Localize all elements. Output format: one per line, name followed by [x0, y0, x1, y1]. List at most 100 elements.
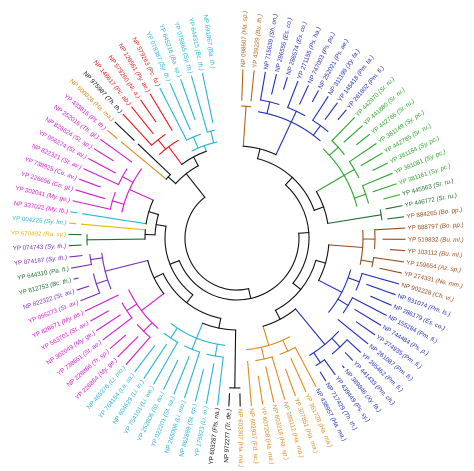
backbone-stem — [313, 206, 325, 212]
leaf-accession: YP 888797 — [408, 223, 441, 232]
leaf-branch — [331, 117, 356, 142]
backbone-stem — [292, 282, 302, 291]
leaf-branch — [100, 138, 133, 163]
subclade-stem — [157, 138, 167, 150]
leaf-branch — [351, 297, 387, 317]
leaf-accession: YP 274331 — [404, 270, 437, 284]
leaf-species: (Sy. th.) — [46, 254, 68, 263]
subclade-stem — [169, 327, 179, 339]
subclade-stem — [126, 303, 138, 312]
leaf-branch — [71, 263, 93, 269]
subclade-stem — [192, 136, 199, 149]
leaf-species: (Sy. th.) — [182, 52, 194, 74]
backbone-stem — [256, 148, 261, 160]
leaf-species: (Pm. ls.) — [427, 303, 451, 317]
leaf-species: (Sy. pc.) — [403, 109, 426, 127]
leaf-species: (Ha. sp.) — [278, 436, 290, 461]
leaf-species: (Li. mo.) — [173, 399, 187, 423]
leaf-species: (Co. av.) — [54, 167, 78, 182]
leaf-species: (Ha. sp.) — [241, 11, 249, 35]
leaf-branch — [346, 339, 362, 353]
leaf-branch — [114, 121, 135, 141]
leaf-branch — [80, 292, 101, 302]
leaf-branch — [73, 277, 79, 280]
backbone-stem — [155, 223, 167, 227]
backbone-stem — [234, 329, 237, 389]
leaf-branch — [75, 189, 106, 200]
leaf-species: (Ha. ma.) — [329, 416, 347, 442]
leaf-species: (St. ep.) — [186, 403, 198, 426]
subclade-stem — [111, 200, 125, 205]
leaf-label: YP 519832 (Bu. ml.) — [408, 236, 464, 243]
leaf-species: (Ha. ma.) — [237, 441, 244, 467]
subclade-stem — [95, 279, 109, 285]
subclade-stem — [331, 337, 341, 348]
leaf-label: YP 884265 (Bo. pp.) — [406, 206, 462, 220]
leaf-branch — [143, 343, 168, 379]
leaf-branch — [284, 368, 297, 397]
leaf-branch — [356, 133, 371, 146]
leaf-branch — [298, 85, 309, 105]
leaf-species: (Sh. on.) — [268, 13, 279, 38]
leaf-branch — [83, 168, 120, 186]
leaf-label: YP 607208 (Ha. ma.) — [259, 406, 275, 464]
subclade-stem — [282, 339, 289, 352]
leaf-species: (Ba. th.) — [207, 46, 217, 69]
leaf-branch — [271, 356, 286, 400]
leaf-branch — [201, 72, 214, 124]
backbone-stem — [169, 259, 180, 265]
leaf-species: (Fd. ac.) — [251, 441, 260, 465]
leaf-species: (Es. co.) — [295, 21, 309, 45]
leaf-species: (Ps. p.) — [409, 341, 430, 357]
leaf-species: (Sr. ru.) — [436, 192, 458, 203]
leaf-species: (My. tb.) — [46, 205, 69, 215]
leaf-branch — [286, 80, 299, 109]
backbone-stem — [167, 146, 183, 166]
subclade-stem — [312, 351, 322, 364]
leaf-accession: NP 098607 — [240, 34, 248, 67]
leaf-branch — [69, 254, 83, 258]
leaf-species: (Ne. mm.) — [435, 277, 463, 290]
leaf-species: (Pm. fi.) — [416, 329, 438, 345]
leaf-branch — [370, 295, 392, 306]
leaf-branch — [159, 87, 188, 141]
leaf-branch — [72, 200, 111, 210]
leaf-accession: YP 644310 — [17, 269, 50, 282]
leaf-branch — [374, 227, 406, 231]
leaf-label: NP 603307 (Ha. ma.) — [237, 409, 245, 467]
leaf-label: NP 972277 (Tr. de.) — [223, 409, 233, 463]
backbone-stem — [242, 105, 247, 147]
backbone-stem — [315, 174, 345, 193]
backbone-arc — [284, 184, 310, 285]
leaf-accession: NP 265008 — [163, 421, 180, 454]
leaf-branch — [78, 178, 101, 188]
leaf-species: (Sy. pc.) — [428, 162, 452, 176]
backbone-stem — [328, 244, 364, 249]
subclade-stem — [360, 259, 374, 263]
backbone-stem — [128, 188, 154, 201]
leaf-species: (Ps. pu.) — [320, 31, 336, 55]
leaf-label: YP 439229 (Bu. th.) — [251, 14, 263, 69]
leaf-branch — [134, 345, 156, 373]
leaf-branch — [68, 244, 82, 247]
leaf-species: (Pm. fi.) — [401, 352, 423, 370]
leaf-branch — [247, 360, 253, 406]
leaf-species: (Sr. ru.) — [433, 177, 455, 189]
subclade-stem — [142, 321, 153, 332]
tree-branches — [68, 69, 406, 407]
leaf-accession: YP 446772 — [404, 196, 437, 209]
leaf-species: (Ps. ae.) — [333, 38, 350, 62]
leaf-branch — [379, 267, 402, 274]
backbone-stem — [81, 223, 146, 231]
leaf-species: (Sr. ru.) — [395, 97, 416, 115]
backbone-stem — [120, 141, 167, 181]
leaf-accession: YP 074743 — [13, 243, 46, 251]
backbone-stem — [104, 259, 149, 272]
leaf-species: (Xy. fa.) — [344, 48, 361, 70]
leaf-branch — [323, 359, 336, 376]
leaf-species: (Ha. ma.) — [291, 432, 305, 459]
leaf-branch — [337, 318, 369, 345]
backbone-stem — [185, 294, 194, 304]
backbone-stem — [82, 213, 147, 225]
